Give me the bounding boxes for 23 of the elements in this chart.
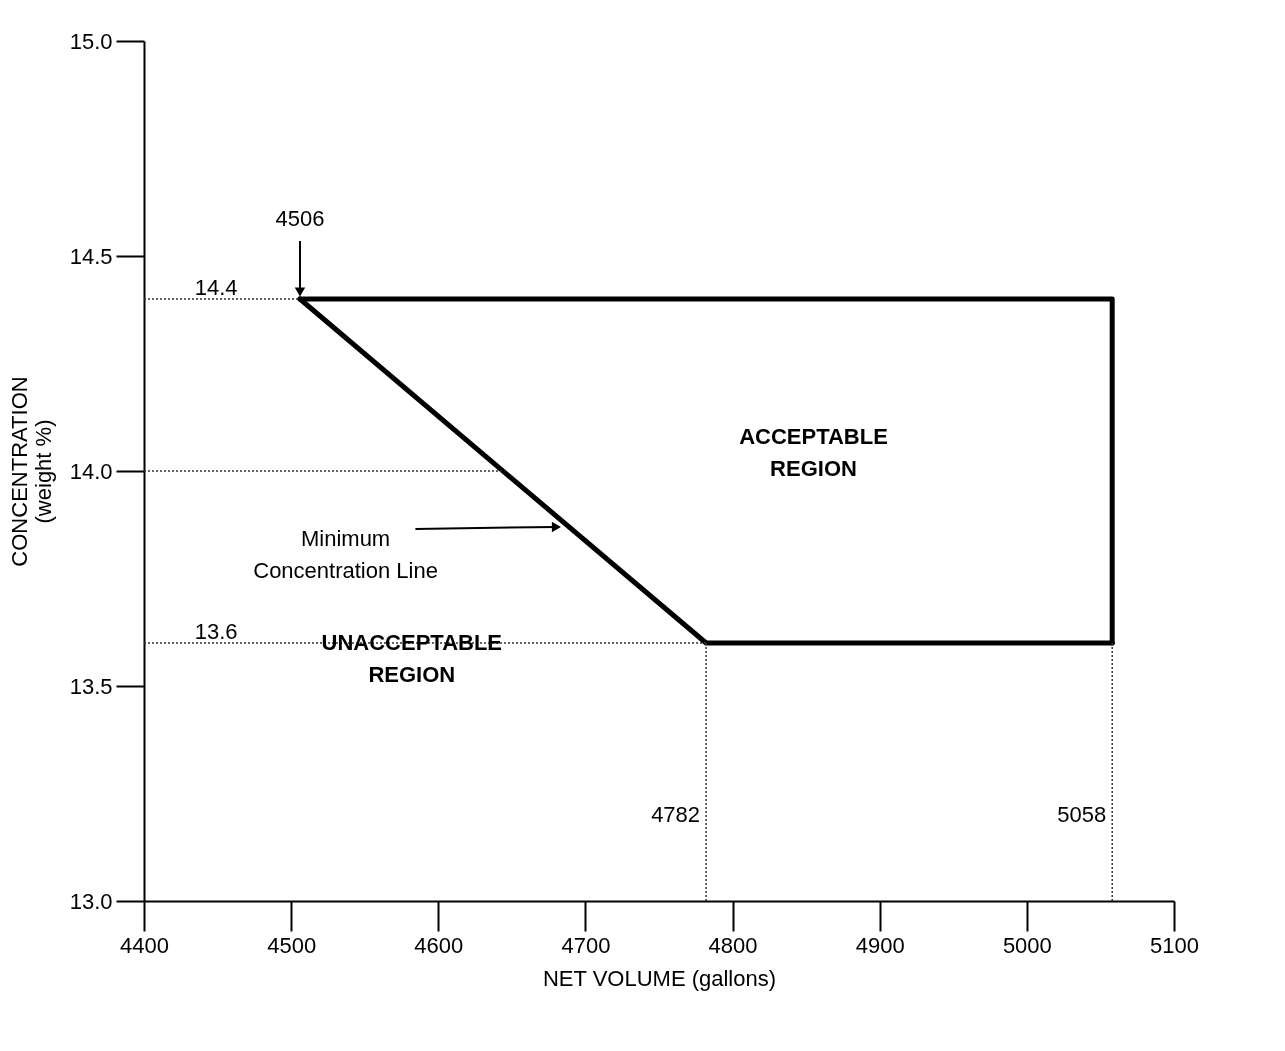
annotation: Minimum Concentration Line — [253, 525, 438, 583]
y-tick-label: 13.0 — [69, 888, 113, 914]
x-tick-label: 4600 — [414, 932, 464, 958]
x-axis-title: NET VOLUME (gallons) — [542, 965, 777, 991]
y-axis-title: CONCENTRATION (weight %) — [6, 376, 56, 567]
y-tick-label: 14.0 — [69, 458, 113, 484]
y-tick-label: 15.0 — [69, 28, 113, 54]
x-tick-label: 5100 — [1150, 932, 1199, 958]
ref-line-label: 4782 — [651, 802, 701, 827]
y-tick-label: 14.5 — [69, 243, 113, 269]
x-tick-label: 4700 — [561, 932, 611, 958]
ref-line-label: 14.4 — [194, 275, 238, 300]
y-tick-label: 13.5 — [69, 673, 113, 699]
x-tick-label: 4400 — [120, 932, 169, 958]
annotation: 4506 — [275, 206, 325, 231]
x-tick-label: 4800 — [708, 932, 758, 958]
ref-line-label: 13.6 — [194, 619, 238, 644]
x-tick-label: 4500 — [267, 932, 317, 958]
x-tick-label: 5000 — [1002, 932, 1052, 958]
annotation: ACCEPTABLE REGION — [739, 423, 888, 481]
annotation: UNACCEPTABLE REGION — [321, 630, 503, 687]
x-tick-label: 4900 — [855, 932, 905, 958]
ref-line-label: 5058 — [1057, 802, 1107, 827]
